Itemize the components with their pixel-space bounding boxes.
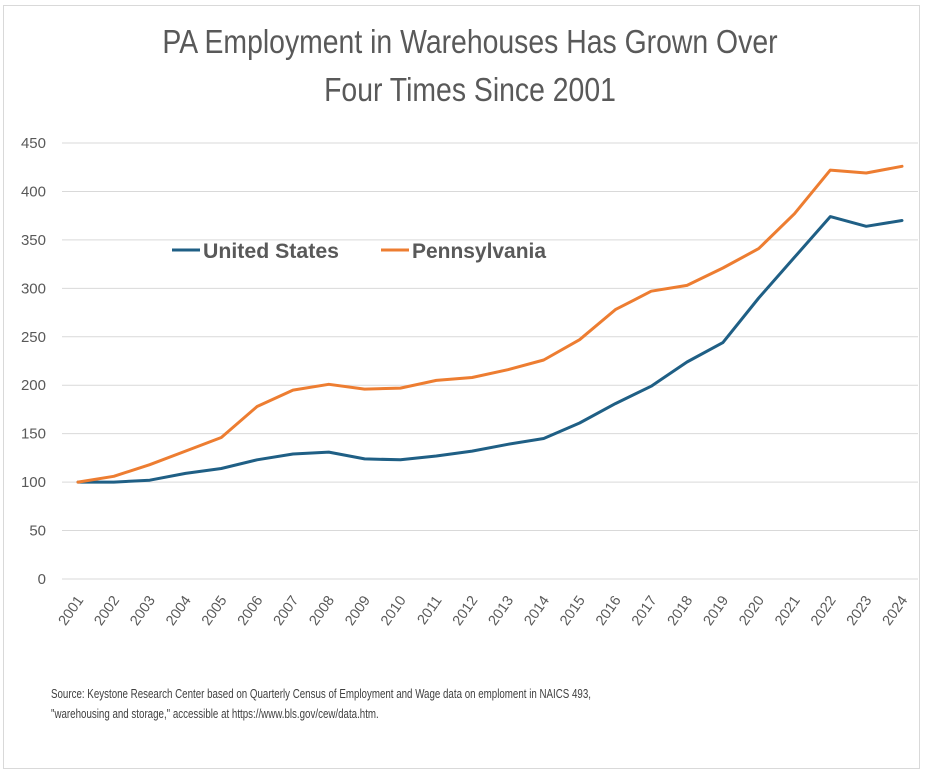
x-tick-label: 2015 (557, 593, 589, 629)
y-tick-label: 0 (38, 571, 46, 588)
x-tick-label: 2009 (342, 593, 374, 629)
legend-label: Pennsylvania (412, 240, 546, 263)
x-tick-label: 2021 (772, 593, 804, 629)
chart-frame (3, 5, 920, 769)
legend-label: United States (203, 240, 339, 263)
x-tick-label: 2024 (880, 593, 912, 629)
x-tick-label: 2018 (665, 593, 697, 629)
y-tick-label: 200 (21, 377, 46, 394)
x-tick-label: 2019 (701, 593, 733, 629)
x-tick-label: 2016 (593, 593, 625, 629)
legend: United States Pennsylvania (172, 240, 546, 263)
x-tick-label: 2017 (629, 593, 661, 629)
source-line-2: "warehousing and storage," accessible at… (51, 707, 379, 721)
y-tick-label: 50 (29, 523, 46, 540)
x-tick-label: 2005 (199, 593, 231, 629)
y-tick-label: 250 (21, 329, 46, 346)
x-tick-label: 2020 (736, 593, 768, 629)
source-note: Source: Keystone Research Center based o… (51, 684, 591, 724)
series-line-united-states (76, 215, 904, 484)
x-tick-label: 2022 (808, 593, 840, 629)
x-tick-label: 2002 (91, 593, 123, 629)
x-tick-label: 2003 (127, 593, 159, 629)
x-tick-label: 2013 (486, 593, 518, 629)
y-tick-label: 400 (21, 183, 46, 200)
x-axis-tick-labels: 2001 2002 2003 2004 2005 2006 2007 2008 2009 2010… (56, 593, 912, 629)
chart-title-line-1: PA Employment in Warehouses Has Grown Ov… (162, 23, 778, 60)
x-tick-label: 2011 (415, 593, 446, 628)
series-line-pennsylvania (76, 164, 904, 484)
source-line-1: Source: Keystone Research Center based o… (51, 687, 591, 701)
x-tick-label: 2001 (56, 593, 88, 629)
x-tick-label: 2014 (521, 593, 553, 629)
chart-title-line-2: Four Times Since 2001 (324, 71, 616, 108)
x-tick-label: 2010 (378, 593, 410, 629)
x-tick-label: 2008 (306, 593, 338, 629)
gridlines (62, 142, 918, 580)
y-tick-label: 100 (21, 474, 46, 491)
chart-title: PA Employment in Warehouses Has Grown Ov… (66, 18, 874, 114)
x-tick-label: 2004 (163, 593, 195, 629)
x-tick-label: 2023 (844, 593, 876, 629)
y-tick-label: 300 (21, 280, 46, 297)
y-tick-label: 150 (21, 426, 46, 443)
y-axis-tick-labels: 0 50 100 150 200 250 300 350 400 450 (21, 135, 46, 588)
x-tick-label: 2012 (450, 593, 482, 629)
series-lines (76, 164, 904, 484)
y-tick-label: 350 (21, 232, 46, 249)
x-tick-label: 2007 (271, 593, 303, 629)
y-tick-label: 450 (21, 135, 46, 152)
x-tick-label: 2006 (235, 593, 267, 629)
